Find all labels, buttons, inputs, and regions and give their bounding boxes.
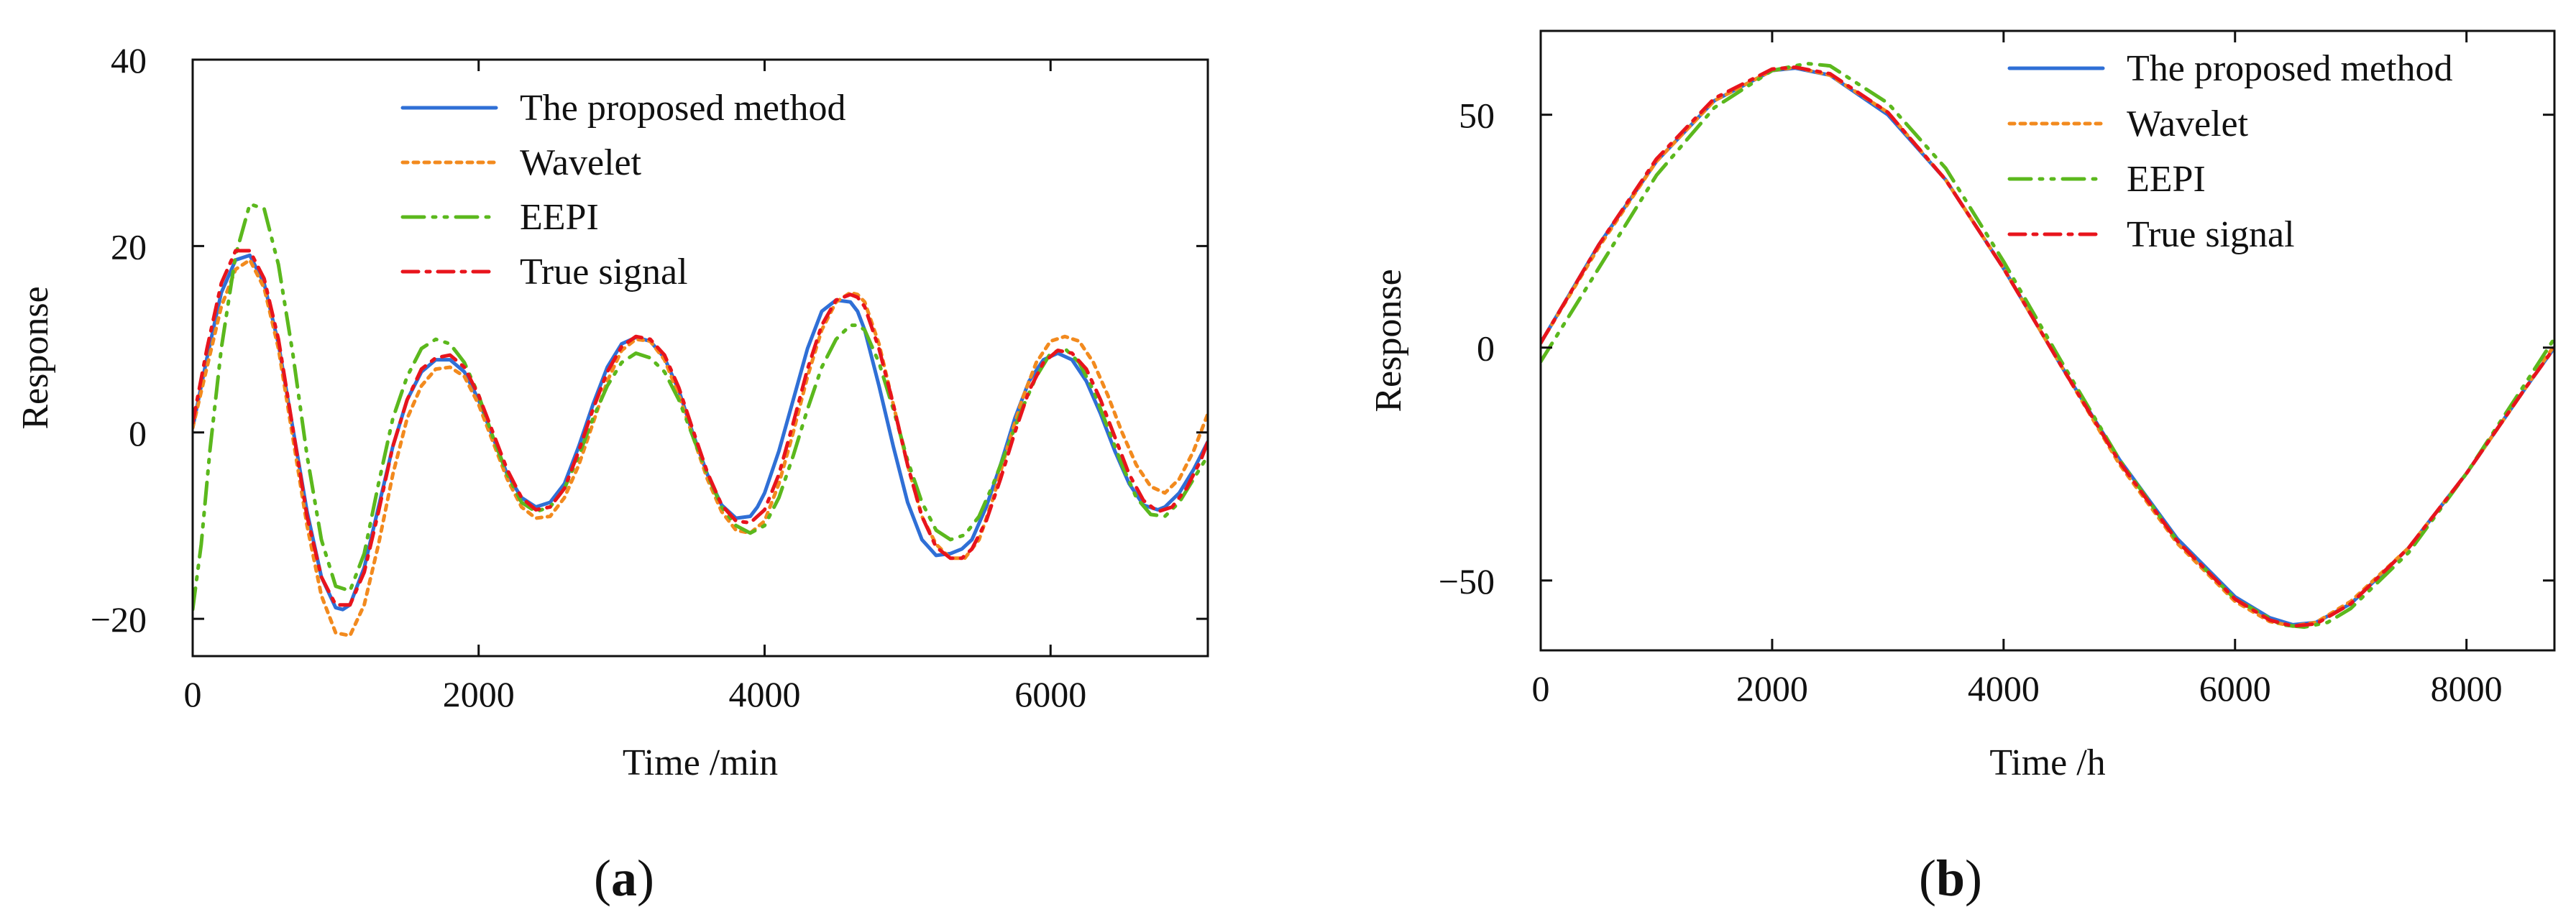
panel-b-xtick-label: 4000: [1968, 668, 2040, 709]
panel-b-legend-label-true-signal: True signal: [2127, 214, 2295, 255]
panel-a-ylabel: Response: [15, 286, 56, 429]
panel-b-plot-frame: [1539, 29, 2556, 652]
panel-a-xtick-label: 2000: [443, 674, 515, 714]
panel-b-legend: The proposed method Wavelet EEPI True signa…: [2007, 48, 2452, 255]
panel-a-ytick-label: 0: [129, 413, 147, 453]
panel-b-xlabel: Time /h: [1989, 742, 2105, 783]
panel-a-ytick-label: 40: [111, 40, 147, 80]
panel-b-xtick-label: 6000: [2199, 668, 2271, 709]
panel-b-ytick-label: 50: [1459, 96, 1495, 136]
panel-b-ytick-label: 0: [1477, 328, 1495, 369]
panel-b-label: (b): [1919, 849, 1982, 907]
panel-a-xlabel: Time /min: [623, 742, 778, 783]
panel-a-series-true-signal: [193, 249, 1208, 607]
panel-a-legend: The proposed method Wavelet EEPI True signa…: [400, 88, 845, 292]
panel-b-legend-label-wavelet: Wavelet: [2127, 103, 2249, 144]
panel-b-ylabel: Response: [1368, 269, 1409, 412]
panel-a-legend-label-the-proposed-method: The proposed method: [520, 88, 845, 129]
panel-b-xtick-label: 2000: [1736, 668, 1808, 709]
panel-a-series-wavelet: [193, 258, 1208, 637]
panel-a-ytick-label: −20: [91, 599, 147, 640]
panel-b-ytick-label: −50: [1439, 561, 1495, 601]
panel-a-legend-label-eepi: EEPI: [520, 197, 599, 238]
panel-a-ytick-label: 20: [111, 226, 147, 267]
panel-a-plot-frame: [191, 58, 1209, 658]
panel-b-legend-label-eepi: EEPI: [2127, 159, 2206, 200]
panel-b-series-true-signal: [1541, 65, 2554, 628]
panel-a-legend-label-true-signal: True signal: [520, 252, 688, 292]
panel-a-xtick-label: 6000: [1014, 674, 1086, 714]
panel-b-legend-label-the-proposed-method: The proposed method: [2127, 48, 2452, 89]
panel-a-series: [193, 202, 1208, 637]
panel-b-xtick-label: 0: [1532, 668, 1550, 709]
panel-a-ticks: 0 2000 4000 6000 −20 0 20 40: [91, 40, 1208, 714]
panel-b-ticks: 0 2000 4000 6000 8000 −50 0 50: [1439, 31, 2554, 709]
panel-b-xtick-label: 8000: [2431, 668, 2503, 709]
panel-a-xtick-label: 4000: [728, 674, 800, 714]
panel-b: 0 2000 4000 6000 8000 −50 0 50 The proposed met…: [1368, 29, 2556, 907]
panel-a-label: (a): [594, 849, 654, 907]
panel-a: 0 2000 4000 6000 −20 0 20 40 The proposed metho…: [15, 40, 1209, 907]
panel-a-legend-label-wavelet: Wavelet: [520, 142, 642, 183]
panel-a-xtick-label: 0: [184, 674, 202, 714]
panel-b-series: [1541, 61, 2554, 630]
